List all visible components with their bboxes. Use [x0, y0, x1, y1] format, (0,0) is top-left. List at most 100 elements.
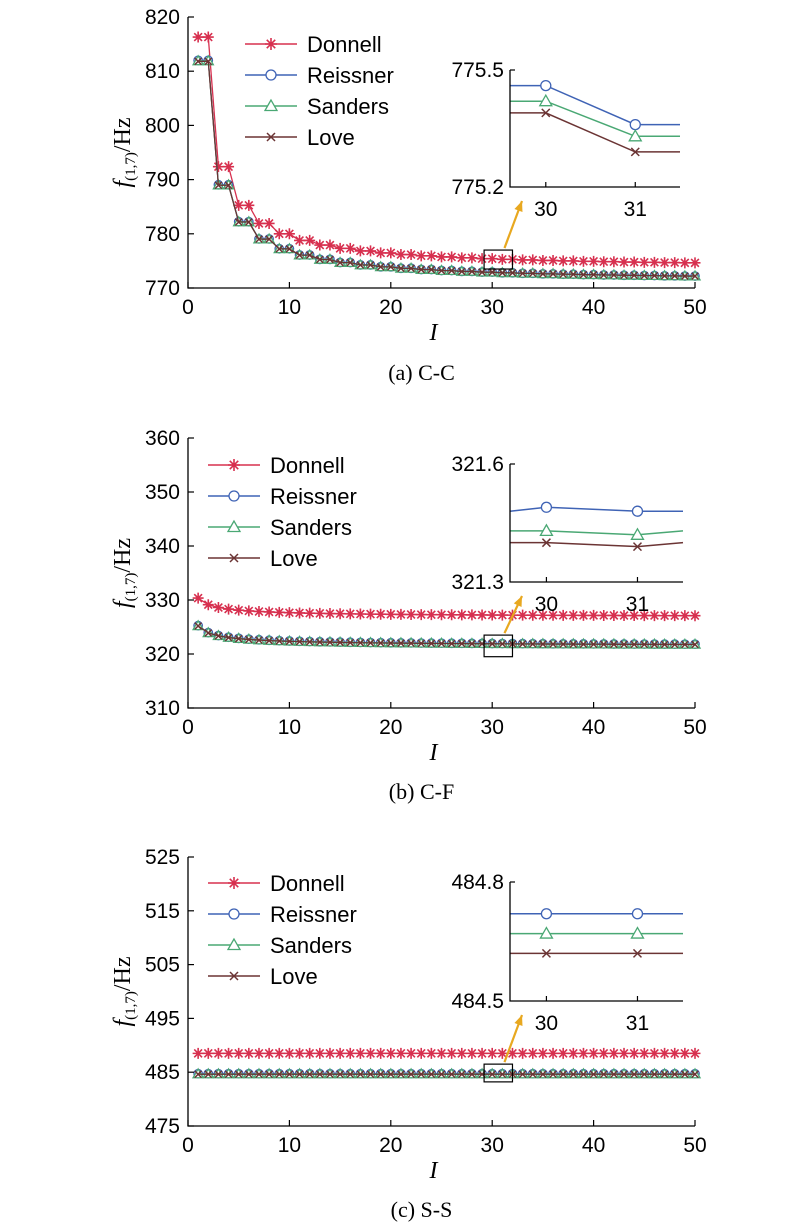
data-point	[559, 640, 568, 649]
data-point	[528, 640, 537, 648]
data-point	[486, 1047, 498, 1059]
data-point	[315, 638, 324, 646]
data-point	[457, 639, 466, 648]
inset-point	[628, 128, 643, 142]
data-point	[567, 1047, 579, 1059]
data-point	[427, 1070, 436, 1079]
data-point	[386, 639, 395, 647]
data-point	[405, 249, 417, 261]
inset-y-tick-label: 321.6	[451, 453, 504, 476]
data-point	[577, 609, 589, 621]
data-point	[609, 1070, 618, 1079]
data-point	[356, 261, 365, 269]
series-love	[194, 622, 699, 649]
inset-axes	[509, 70, 680, 188]
data-point	[579, 640, 588, 649]
data-point	[324, 608, 336, 620]
inset-axes	[509, 882, 683, 1002]
data-point	[324, 239, 336, 251]
data-point	[549, 640, 557, 648]
x-axis-title: I	[429, 1158, 439, 1184]
y-tick-label: 515	[145, 900, 180, 923]
data-point	[517, 609, 529, 621]
x-tick-label: 30	[481, 296, 504, 319]
data-point	[314, 1047, 326, 1059]
chart-1: 310 320 330 340 350 360 0 10 20 30 40 50 If(1,7)/Hz (…	[110, 427, 707, 804]
data-point	[255, 235, 263, 244]
data-point	[326, 1070, 334, 1079]
zoom-box	[483, 1063, 514, 1083]
data-point	[436, 609, 447, 621]
data-point	[628, 610, 640, 622]
data-point	[567, 255, 579, 267]
data-point	[204, 57, 213, 66]
zoom-box	[483, 634, 514, 658]
y-tick-label: 770	[145, 277, 180, 300]
data-point	[648, 610, 660, 622]
data-point	[214, 1070, 223, 1079]
data-point	[488, 639, 497, 648]
data-point	[386, 262, 395, 271]
data-point	[336, 258, 344, 267]
data-point	[305, 1070, 314, 1079]
data-point	[486, 253, 498, 265]
data-point	[295, 251, 304, 260]
data-point	[304, 607, 316, 619]
data-point	[466, 609, 478, 621]
data-point	[336, 638, 344, 647]
caption: (c) S-S	[391, 1197, 453, 1222]
legend-label: Donnell	[307, 32, 382, 57]
data-point	[437, 266, 446, 275]
legend-marker	[265, 38, 277, 50]
data-point	[498, 1070, 507, 1079]
data-point	[386, 1070, 395, 1079]
legend-label: Reissner	[270, 902, 357, 927]
inset-series-sanders	[510, 530, 684, 536]
data-point	[528, 1070, 537, 1079]
data-point	[356, 638, 365, 647]
data-point	[365, 1047, 377, 1059]
data-point	[640, 271, 649, 280]
data-point	[476, 609, 488, 621]
data-point	[223, 161, 235, 173]
data-point	[466, 252, 478, 264]
inset-point	[541, 108, 551, 118]
legend-label: Reissner	[270, 484, 357, 509]
inset-series-sanders	[510, 100, 680, 138]
data-point	[567, 609, 579, 621]
data-point	[579, 270, 588, 279]
data-point	[224, 181, 233, 190]
y-tick-label: 475	[145, 1115, 180, 1138]
inset-point	[540, 79, 552, 92]
data-point	[265, 235, 274, 244]
series-sanders	[191, 54, 702, 281]
data-point	[202, 599, 214, 611]
data-point	[588, 255, 600, 267]
x-tick-label: 40	[582, 1134, 605, 1157]
data-point	[569, 640, 578, 649]
data-point	[496, 609, 508, 621]
data-point	[366, 1070, 375, 1079]
data-point	[417, 265, 426, 274]
legend-marker	[229, 971, 239, 981]
data-point	[537, 254, 549, 266]
data-point	[468, 639, 476, 648]
caption: (a) C-C	[388, 360, 455, 385]
zoom-arrow-head	[514, 1015, 523, 1026]
axes	[187, 857, 695, 1127]
x-axis-title: I	[429, 740, 439, 766]
x-tick-label: 20	[379, 716, 402, 739]
x-tick-label: 20	[379, 1134, 402, 1157]
data-point	[476, 1047, 488, 1059]
y-tick-label: 525	[145, 846, 180, 869]
data-point	[446, 609, 458, 621]
y-axis-title: f(1,7)/Hz	[110, 538, 139, 608]
data-point	[407, 639, 415, 648]
data-point	[579, 1070, 588, 1079]
data-point	[234, 218, 243, 226]
data-point	[314, 607, 326, 619]
inset-point	[541, 948, 551, 958]
data-point	[314, 239, 326, 251]
data-point	[194, 1070, 203, 1079]
legend-label: Sanders	[270, 933, 352, 958]
